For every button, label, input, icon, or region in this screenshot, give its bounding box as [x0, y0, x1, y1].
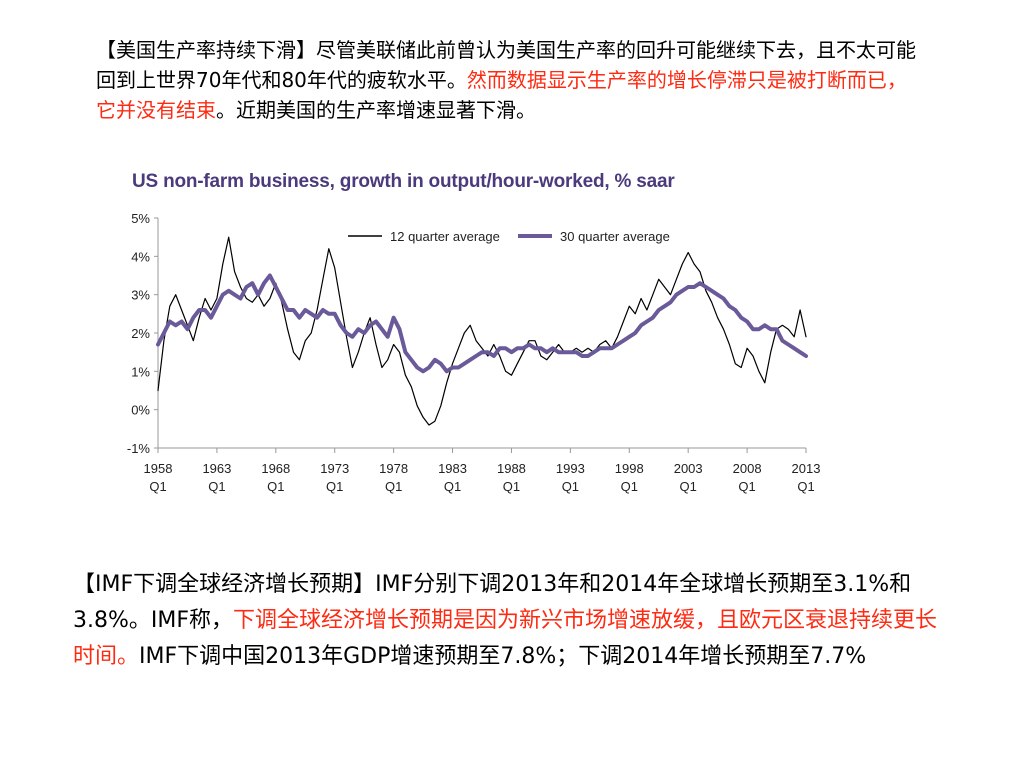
y-tick-label: 3%	[131, 288, 150, 303]
x-tick-sublabel: Q1	[503, 479, 520, 494]
x-tick-sublabel: Q1	[385, 479, 402, 494]
para1-text-red: 然而数据显示生产率的增长停滞只是被打断而已，它并没有结束	[96, 68, 907, 122]
para1-text-a: 【美国生产率持续下滑】尽管美联储此前曾认为美国生产率的回升可能继续下去，且不太可…	[96, 38, 916, 92]
series-12-quarter-line	[157, 236, 807, 426]
productivity-line-chart: 5% 4% 3% 2% 1% 0% -1% 1958 Q1 1963 Q1 1968 Q1 1973 Q1 1…	[127, 211, 821, 494]
legend-label-30-quarter: 30 quarter average	[560, 229, 670, 244]
x-tick-label: 1988	[497, 461, 526, 476]
x-tick-sublabel: Q1	[267, 479, 284, 494]
x-tick-label: 1978	[379, 461, 408, 476]
series-layer	[156, 236, 808, 426]
x-tick-sublabel: Q1	[738, 479, 755, 494]
x-tick-label: 1968	[261, 461, 290, 476]
legend-label-12-quarter: 12 quarter average	[390, 229, 500, 244]
x-tick-sublabel: Q1	[444, 479, 461, 494]
y-tick-label: 4%	[131, 249, 150, 264]
x-tick-sublabel: Q1	[208, 479, 225, 494]
para1-text-b: 。近期美国的生产率增速显著下滑。	[216, 98, 536, 122]
x-tick-sublabel: Q1	[680, 479, 697, 494]
x-tick-sublabel: Q1	[562, 479, 579, 494]
legend: 12 quarter average 30 quarter average	[348, 229, 670, 244]
y-tick-label: 5%	[131, 211, 150, 226]
axis-layer: 5% 4% 3% 2% 1% 0% -1% 1958 Q1 1963 Q1 1968 Q1 1973 Q1 1…	[127, 211, 821, 494]
x-tick-label: 1973	[320, 461, 349, 476]
paragraph-imf-forecast: 【IMF下调全球经济增长预期】IMF分别下调2013年和2014年全球增长预期至…	[73, 567, 943, 675]
x-tick-label: 2003	[674, 461, 703, 476]
x-tick-label: 2008	[733, 461, 762, 476]
para2-text-a: 【IMF下调全球经济增长预期】IMF分别下调2013年和2014年全球增长预期至…	[73, 572, 912, 633]
x-tick-label: 1963	[202, 461, 231, 476]
para2-text-red: 下调全球经济增长预期是因为新兴市场增速放缓，且欧元区衰退持续更长时间。	[73, 608, 938, 669]
y-tick-label: 0%	[131, 403, 150, 418]
para2-text-b: IMF下调中国2013年GDP增速预期至7.8%；下调2014年增长预期至7.7…	[139, 644, 867, 669]
x-tick-label: 2013	[792, 461, 821, 476]
y-tick-label: 1%	[131, 364, 150, 379]
y-tick-label: -1%	[127, 441, 151, 456]
x-tick-sublabel: Q1	[621, 479, 638, 494]
x-tick-label: 1993	[556, 461, 585, 476]
series-30-quarter-line	[156, 273, 808, 374]
x-tick-label: 1998	[615, 461, 644, 476]
x-tick-sublabel: Q1	[326, 479, 343, 494]
x-tick-sublabel: Q1	[149, 479, 166, 494]
paragraph-us-productivity: 【美国生产率持续下滑】尽管美联储此前曾认为美国生产率的回升可能继续下去，且不太可…	[96, 35, 926, 125]
x-tick-sublabel: Q1	[797, 479, 814, 494]
chart-title: US non-farm business, growth in output/h…	[132, 171, 675, 192]
x-tick-label: 1983	[438, 461, 467, 476]
x-tick-label: 1958	[144, 461, 173, 476]
y-tick-label: 2%	[131, 326, 150, 341]
